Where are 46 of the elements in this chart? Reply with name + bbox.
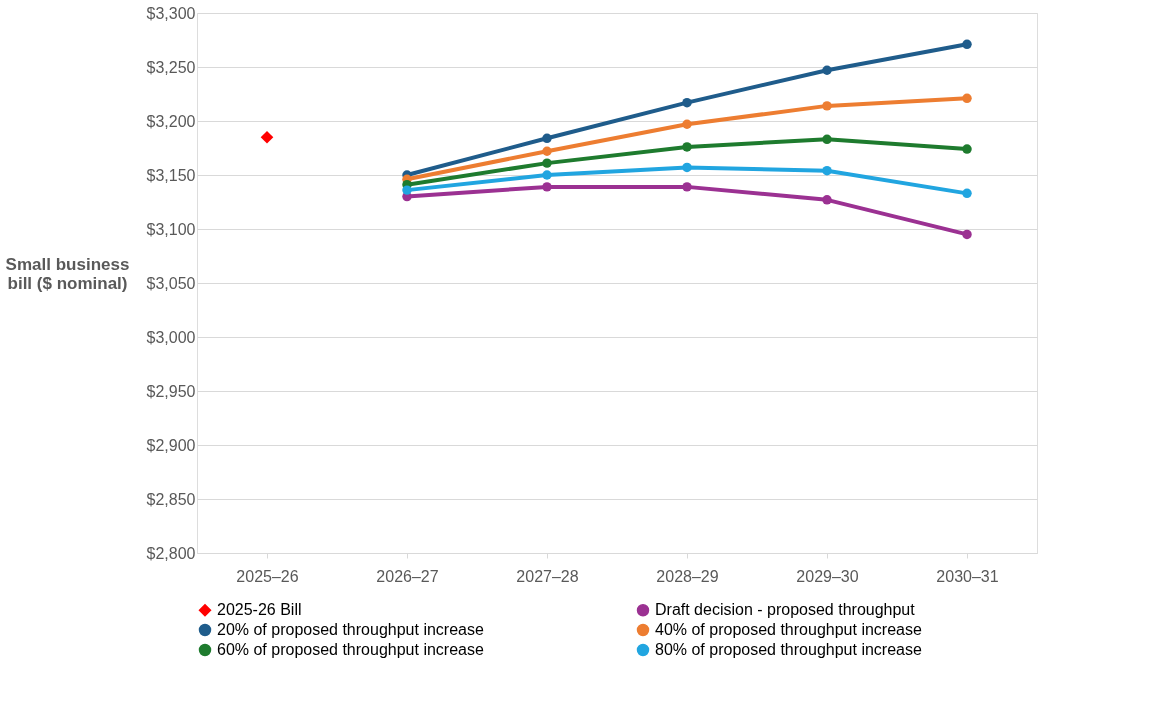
point xyxy=(542,146,552,156)
point xyxy=(260,130,274,144)
point xyxy=(682,142,692,152)
legend-label: 40% of proposed throughput increase xyxy=(655,621,922,638)
legend-label: 2025-26 Bill xyxy=(217,601,302,619)
x-tick-label: 2027–28 xyxy=(516,567,579,585)
y-tick-label: $3,000 xyxy=(146,328,196,346)
point xyxy=(822,65,832,75)
x-tick-label: 2030–31 xyxy=(936,567,999,585)
y-axis-title: Small business bill ($ nominal) xyxy=(5,254,130,293)
point xyxy=(682,182,692,192)
point xyxy=(682,162,692,173)
point xyxy=(962,229,972,240)
legend-label: 60% of proposed throughput increase xyxy=(217,641,484,658)
y-tick-label: $2,900 xyxy=(146,436,196,454)
point xyxy=(822,101,832,111)
point xyxy=(542,170,552,180)
y-tick-label: $3,150 xyxy=(146,166,196,184)
point xyxy=(962,144,972,154)
y-tick-label: $2,800 xyxy=(146,544,196,562)
point xyxy=(682,97,692,108)
x-tick-label: 2025–26 xyxy=(236,567,299,585)
point xyxy=(542,133,552,144)
y-tick-label: $3,200 xyxy=(146,112,196,130)
point xyxy=(962,188,972,199)
point xyxy=(682,119,692,129)
y-tick-label: $2,850 xyxy=(146,490,196,508)
legend-label: 20% of proposed throughput increase xyxy=(217,621,484,638)
point xyxy=(402,185,412,195)
y-tick-label: $3,300 xyxy=(146,4,196,22)
point xyxy=(962,39,972,50)
y-tick-label: $3,250 xyxy=(146,58,196,76)
y-tick-label: $3,100 xyxy=(146,220,196,238)
point xyxy=(822,195,832,205)
x-tick-label: 2028–29 xyxy=(656,567,719,585)
point xyxy=(822,134,832,145)
legend-label: Draft decision - proposed throughput xyxy=(655,601,916,619)
y-tick-label: $2,950 xyxy=(146,382,196,400)
point xyxy=(962,93,972,104)
y-tick-label: $3,050 xyxy=(146,274,196,292)
point xyxy=(542,158,552,168)
x-tick-label: 2026–27 xyxy=(376,567,439,585)
point xyxy=(822,165,832,176)
point xyxy=(542,182,552,192)
legend-label: 80% of proposed throughput increase xyxy=(655,641,922,658)
x-tick-label: 2029–30 xyxy=(796,567,859,585)
